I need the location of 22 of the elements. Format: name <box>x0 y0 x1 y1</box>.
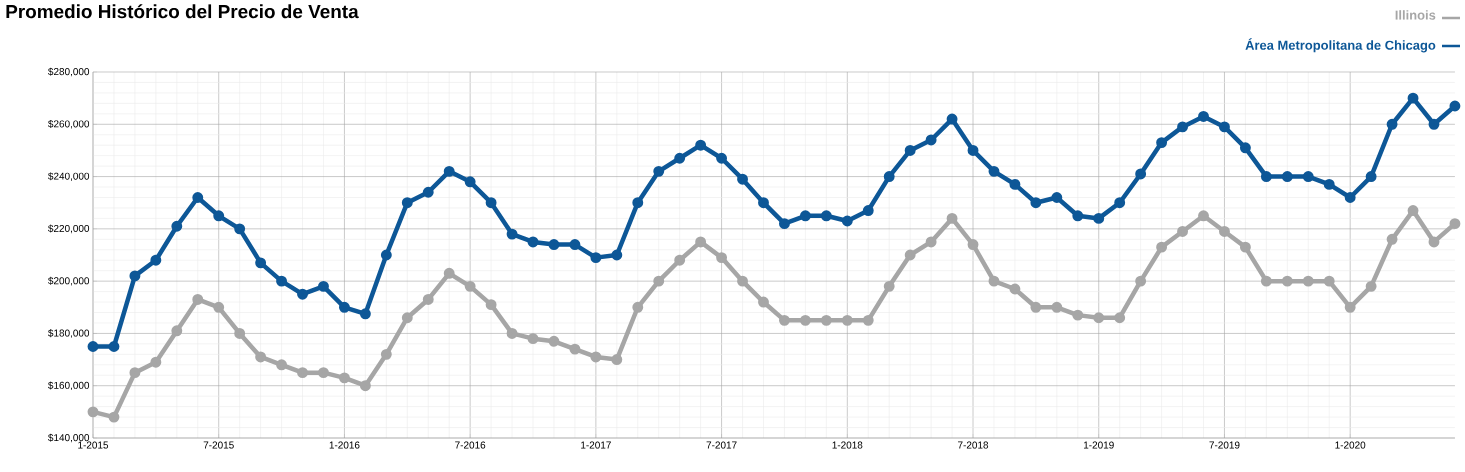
x-tick-label: 1-2019 <box>1083 441 1114 449</box>
x-tick-label: 1-2020 <box>1335 441 1366 449</box>
x-tick-label: 7-2017 <box>706 441 737 449</box>
x-tick-label: 1-2015 <box>78 441 109 449</box>
legend-label: Área Metropolitana de Chicago <box>1245 38 1436 53</box>
x-tick-label: 1-2016 <box>329 441 360 449</box>
y-tick-label: $280,000 <box>48 67 90 77</box>
x-tick-label: 7-2019 <box>1209 441 1240 449</box>
y-tick-label: $200,000 <box>48 276 90 286</box>
chart-title: Promedio Histórico del Precio de Venta <box>6 4 359 19</box>
y-tick-label: $260,000 <box>48 119 90 129</box>
y-tick-label: $240,000 <box>48 172 90 181</box>
x-tick-label: 7-2018 <box>958 441 989 449</box>
y-tick-label: $140,000 <box>48 433 90 443</box>
x-tick-label: 7-2016 <box>455 441 486 449</box>
x-tick-label: 7-2015 <box>203 441 234 449</box>
y-tick-label: $180,000 <box>48 329 90 338</box>
x-tick-label: 1-2017 <box>581 441 611 449</box>
x-tick-label: 1-2018 <box>832 441 863 449</box>
legend-label: Illinois <box>1395 10 1436 20</box>
y-tick-label: $220,000 <box>48 224 90 234</box>
y-tick-label: $160,000 <box>48 381 90 391</box>
